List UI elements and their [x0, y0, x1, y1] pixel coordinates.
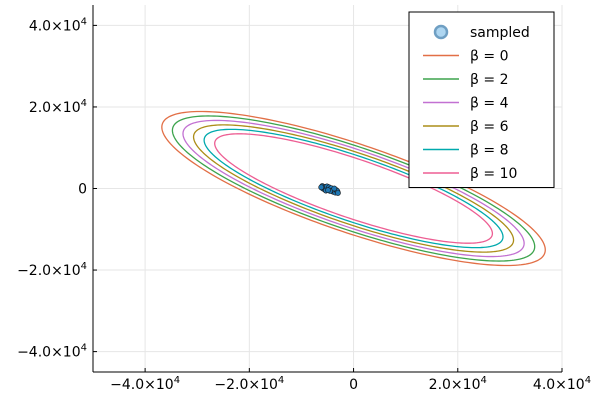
- y-tick-label-0: −4.0×104: [17, 343, 87, 361]
- series-line-beta-5: [214, 133, 494, 244]
- y-tick-label-1: −2.0×104: [17, 261, 87, 279]
- legend-label-beta-0: β = 0: [470, 49, 508, 65]
- x-tick-label-0: −4.0×104: [110, 375, 180, 393]
- legend-marker-sampled: [433, 24, 449, 40]
- sampled-point-27: [331, 185, 338, 192]
- legend-label-beta-4: β = 8: [470, 143, 508, 159]
- legend-label-sampled: sampled: [470, 25, 530, 41]
- legend-box: [408, 11, 555, 188]
- sampled-point-28: [335, 190, 341, 196]
- series-line-beta-4: [203, 128, 504, 249]
- legend-label-beta-1: β = 2: [470, 72, 508, 88]
- tick-labels: −4.0×104 −2.0×104 0 2.0×104 4.0×104 −4.0×104 −…: [17, 16, 591, 393]
- legend-label-beta-5: β = 10: [470, 166, 517, 182]
- series-line-beta-1: [171, 115, 536, 262]
- axes: [92, 5, 563, 373]
- y-tick-label-2: 0: [78, 182, 87, 198]
- series-line-beta-2: [182, 119, 525, 258]
- sampled-point-29: [325, 187, 331, 194]
- legend: sampled β = 0 β = 2 β = 4 β = 6 β = 8 β = 10: [408, 11, 555, 188]
- x-tick-label-3: 2.0×104: [429, 375, 487, 393]
- y-tick-label-4: 4.0×104: [29, 16, 87, 34]
- sampled-point-24: [318, 184, 325, 191]
- legend-label-beta-2: β = 4: [470, 96, 509, 112]
- x-tick-label-4: 4.0×104: [533, 375, 591, 393]
- x-tick-label-1: −2.0×104: [214, 375, 284, 393]
- legend-label-beta-3: β = 6: [470, 119, 509, 135]
- x-tick-label-2: 0: [349, 377, 358, 393]
- series-line-beta-3: [192, 124, 515, 253]
- y-tick-label-3: 2.0×104: [29, 98, 87, 116]
